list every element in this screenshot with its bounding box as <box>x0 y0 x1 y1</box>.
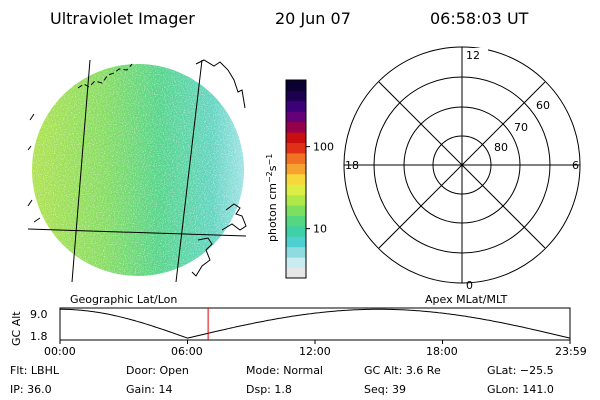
flt-value: LBHL <box>30 364 59 377</box>
info-gain: Gain: 14 <box>126 383 173 396</box>
colorbar-segment <box>286 215 306 227</box>
time-tick-1200: 12:00 <box>299 345 331 358</box>
mlt-label-12: 12 <box>466 49 480 62</box>
seq-value: 39 <box>391 383 406 396</box>
colorbar-segment <box>286 100 306 112</box>
colorbar-segment <box>286 205 306 216</box>
time-tick-2359: 23:59 <box>555 345 587 358</box>
observation-date: 20 Jun 07 <box>275 9 351 28</box>
coastline <box>27 59 247 277</box>
uv-image-disk <box>27 59 247 283</box>
colorbar-segment <box>286 142 306 154</box>
mlt-label-6: 6 <box>572 159 579 172</box>
colorbar-segment <box>286 246 306 258</box>
colorbar-segment <box>286 225 306 237</box>
glon-value: 141.0 <box>522 383 554 396</box>
app-title: Ultraviolet Imager <box>50 9 195 28</box>
left-panel-label: Geographic Lat/Lon <box>70 293 178 306</box>
door-value: Open <box>159 364 189 377</box>
mlt-label-18: 18 <box>345 159 359 172</box>
info-door: Door: Open <box>126 364 189 377</box>
polar-labels: 12 18 6 0 60 70 80 <box>345 48 579 292</box>
colorbar-segment <box>286 163 306 175</box>
altitude-plot: GC Alt 9.0 1.8 <box>10 307 571 346</box>
right-panel-label: Apex MLat/MLT <box>425 293 508 306</box>
colorbar: 100 10 <box>285 79 334 279</box>
dsp-value: 1.8 <box>274 383 292 396</box>
info-glat: GLat: −25.5 <box>487 364 554 377</box>
observation-time: 06:58:03 UT <box>430 9 529 28</box>
colorbar-ticks: 100 10 <box>306 141 334 236</box>
colorbar-tick-label: 10 <box>313 223 327 236</box>
mode-value: Normal <box>283 364 323 377</box>
gc-alt-value: 3.6 Re <box>405 364 441 377</box>
colorbar-segment <box>286 267 306 279</box>
geographic-grid <box>27 59 247 283</box>
colorbar-segment <box>286 194 306 206</box>
colorbar-segment <box>286 236 306 248</box>
lat-label-80: 80 <box>494 141 508 154</box>
colorbar-segment <box>286 257 306 269</box>
lat-label-70: 70 <box>514 121 528 134</box>
colorbar-segment <box>286 184 306 196</box>
time-tick-0600: 06:00 <box>171 345 203 358</box>
gain-value: 14 <box>158 383 173 396</box>
info-dsp: Dsp: 1.8 <box>246 383 292 396</box>
polar-grid <box>343 46 581 284</box>
altitude-ytick-min: 1.8 <box>30 330 48 343</box>
colorbar-segment <box>286 90 306 102</box>
time-tick-0000: 00:00 <box>44 345 76 358</box>
altitude-axis-label: GC Alt <box>10 311 23 346</box>
altitude-curve <box>60 308 571 339</box>
info-glon: GLon: 141.0 <box>487 383 554 396</box>
colorbar-unit-label: photon cm−2s−1 <box>265 154 280 242</box>
colorbar-segment <box>286 111 306 123</box>
info-seq: Seq: 39 <box>364 383 406 396</box>
info-gc-alt: GC Alt: 3.6 Re <box>364 364 441 377</box>
info-flt: Flt: LBHL <box>10 364 59 377</box>
info-mode: Mode: Normal <box>246 364 323 377</box>
mlt-label-0: 0 <box>466 279 473 292</box>
colorbar-frame <box>285 79 307 279</box>
glat-value: −25.5 <box>519 364 554 377</box>
colorbar-segment <box>286 152 306 164</box>
altitude-ytick-max: 9.0 <box>30 308 48 321</box>
colorbar-tick-label: 100 <box>313 141 334 154</box>
colorbar-segment <box>286 80 306 91</box>
info-ip: IP: 36.0 <box>10 383 52 396</box>
colorbar-segment <box>286 121 306 133</box>
lat-label-60: 60 <box>536 99 550 112</box>
colorbar-segment <box>286 173 306 185</box>
ip-value: 36.0 <box>27 383 52 396</box>
colorbar-segment <box>286 132 306 144</box>
time-tick-1800: 18:00 <box>426 345 458 358</box>
